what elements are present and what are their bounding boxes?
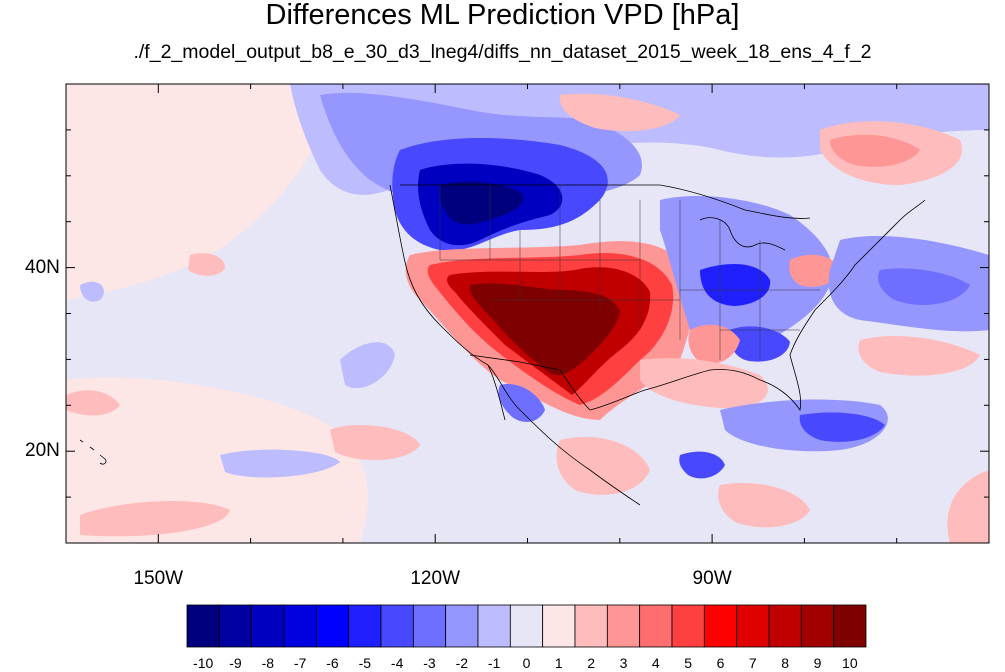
colorbar-tick-label: -3 <box>423 655 436 671</box>
region-mexico-coast-blue <box>679 451 725 479</box>
region-east-coast-pink <box>789 254 840 287</box>
colorbar-swatch <box>542 604 576 648</box>
map-plot-area <box>66 84 989 543</box>
colorbar-tick-label: -10 <box>193 655 214 671</box>
colorbar-tick-label: 0 <box>522 655 531 671</box>
region-pacific-blue1 <box>340 342 395 389</box>
region-mexico-pink <box>556 436 650 495</box>
difference-field <box>66 84 989 543</box>
colorbar-swatch <box>477 604 511 648</box>
region-south-plains-pink <box>688 324 740 364</box>
state-lines-east <box>679 200 820 360</box>
colorbar-tick-label: -4 <box>390 655 404 671</box>
us-mexico-border <box>469 354 591 411</box>
colorbar-swatch <box>833 604 867 648</box>
colorbar-tick-label: -9 <box>229 655 242 671</box>
colorbar <box>186 604 867 648</box>
colorbar-swatch <box>445 604 479 648</box>
colorbar-swatch <box>736 604 770 648</box>
region-canada-east-pink2 <box>830 134 920 167</box>
colorbar-tick-label: 6 <box>716 655 725 671</box>
great-lakes <box>699 217 786 251</box>
region-pacific-blue2 <box>220 449 340 478</box>
colorbar-tick-label: 4 <box>651 655 660 671</box>
longitude-label: 120W <box>410 568 461 589</box>
colorbar-tick-label: 1 <box>554 655 563 671</box>
colorbar-tick-label: 2 <box>587 655 596 671</box>
region-north-pink <box>559 93 680 132</box>
region-northwest-darkest <box>439 181 524 225</box>
colorbar-swatch <box>509 604 544 648</box>
state-lines-west <box>439 185 680 330</box>
coastlines <box>79 184 926 506</box>
colorbar-swatch <box>606 604 641 648</box>
latitude-label: 40N <box>25 256 60 278</box>
region-pacific-south <box>66 377 368 543</box>
chart-title: Differences ML Prediction VPD [hPa] <box>265 0 740 31</box>
region-pacific-blue3 <box>80 281 104 302</box>
region-pacific-pink1 <box>188 253 225 276</box>
us-canada-border <box>400 184 811 219</box>
region-pacific-pink4 <box>66 390 120 416</box>
colorbar-tick-label: 9 <box>813 655 822 671</box>
colorbar-swatch <box>574 604 608 648</box>
colorbar-tick-label: 5 <box>684 655 693 671</box>
colorbar-tick-label: -7 <box>293 655 307 671</box>
region-southeast-pink <box>947 470 989 543</box>
colorbar-swatch <box>671 604 705 648</box>
region-pacific-pink2 <box>330 425 420 461</box>
colorbar-tick-label: 10 <box>842 655 858 671</box>
region-ohio-blue <box>700 264 771 306</box>
hawaii <box>79 439 107 465</box>
colorbar-tick-label: -2 <box>455 655 469 671</box>
region-caribbean-blue-dark <box>799 412 885 442</box>
state-borders <box>439 185 820 360</box>
region-central-america-pink <box>718 482 810 528</box>
region-gulf-pink <box>640 358 768 409</box>
colorbar-tick-label: -6 <box>326 655 339 671</box>
axis-ticks <box>65 83 990 544</box>
colorbar-tick-label: -1 <box>487 655 501 671</box>
colorbar-swatch <box>186 604 220 648</box>
region-pacific-west <box>66 84 330 300</box>
colorbar-swatch <box>218 604 253 648</box>
colorbar-swatch <box>380 604 414 648</box>
longitude-label: 150W <box>133 568 184 589</box>
region-baja-blue <box>498 384 545 422</box>
colorbar-swatch <box>283 604 317 648</box>
region-atlantic-blue-dark <box>878 268 970 305</box>
longitude-label: 90W <box>692 568 732 589</box>
region-southwest-darkest <box>469 283 620 376</box>
region-atlantic-south-pink <box>858 335 980 376</box>
colorbar-tick-label: 3 <box>619 655 628 671</box>
colorbar-tick-label: 7 <box>748 655 757 671</box>
colorbar-tick-label: -5 <box>358 655 372 671</box>
colorbar-swatch <box>703 604 738 648</box>
colorbar-swatch <box>768 604 802 648</box>
colorbar-swatch <box>800 604 835 648</box>
colorbar-swatch <box>315 604 350 648</box>
north-america-coastline <box>389 184 926 506</box>
colorbar-swatch <box>639 604 673 648</box>
colorbar-tick-label: -8 <box>261 655 275 671</box>
colorbar-swatch <box>412 604 447 648</box>
colorbar-swatch <box>251 604 285 648</box>
colorbar-tick-label: 8 <box>781 655 790 671</box>
latitude-label: 20N <box>25 440 60 462</box>
region-pacific-pink3 <box>80 500 230 537</box>
chart-subtitle: ./f_2_model_output_b8_e_30_d3_lneg4/diff… <box>133 41 872 63</box>
colorbar-swatch <box>348 604 382 648</box>
